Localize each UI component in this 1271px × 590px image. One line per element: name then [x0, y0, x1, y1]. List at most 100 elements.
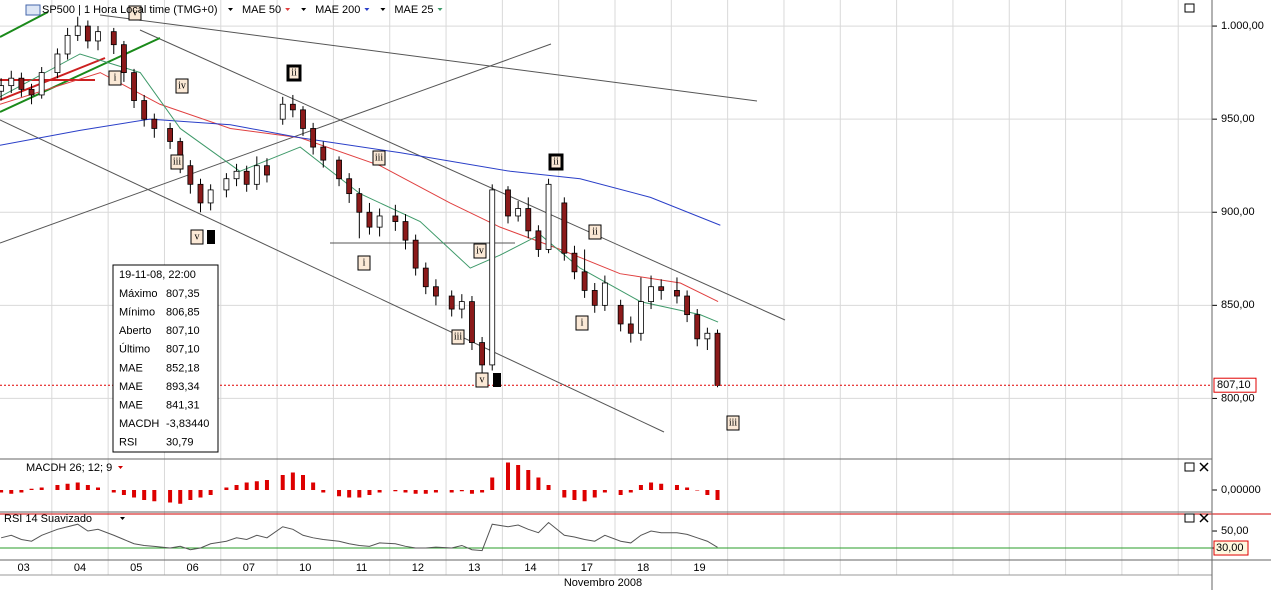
info-date: 19-11-08, 22:00: [119, 269, 196, 281]
wave-label-box: [170, 154, 184, 170]
candle-body: [714, 332, 721, 386]
wave-label: v: [195, 231, 200, 242]
legend-label: MAE 25: [394, 4, 433, 16]
indicator-arrow: [120, 517, 125, 520]
candle-body: [402, 221, 409, 241]
maximize-button[interactable]: [1184, 462, 1195, 472]
candle-body: [366, 211, 373, 228]
macd-bar: [582, 490, 587, 502]
macd-bar: [121, 490, 126, 495]
info-value: 852,18: [166, 362, 200, 374]
maximize-button[interactable]: [1184, 513, 1195, 523]
candle-body: [233, 170, 240, 180]
trend-line: [99, 14, 758, 102]
candle-body: [561, 202, 568, 254]
candle-body: [489, 189, 496, 366]
macd-bar: [132, 490, 137, 498]
info-value: 807,10: [166, 344, 200, 356]
candle-body: [95, 31, 101, 42]
macd-bar: [480, 490, 485, 493]
info-value: 807,10: [166, 325, 200, 337]
candle-body: [525, 208, 532, 232]
y-tick-label: 800,00: [1221, 392, 1255, 404]
moving-average-line: [0, 118, 721, 226]
y-tick-label: 950,00: [1221, 113, 1255, 125]
candle-body: [433, 286, 439, 297]
candle-body: [422, 267, 429, 288]
wave-label-box: [575, 315, 589, 331]
wave-label: i: [363, 257, 366, 268]
candle-body: [658, 286, 665, 291]
legend-label: MAE 200: [315, 4, 360, 16]
candle-body: [207, 189, 214, 204]
close-button[interactable]: [1199, 513, 1209, 523]
candle-body: [121, 44, 127, 74]
candle-body: [638, 301, 644, 334]
candle-body: [38, 72, 45, 96]
last-price-box: [1213, 377, 1257, 393]
x-tick-label: 05: [130, 562, 142, 574]
info-label: RSI: [119, 437, 137, 449]
candle-body: [243, 170, 250, 185]
macd-bar: [562, 490, 567, 498]
indicator-label: MACDH 26; 12; 9: [26, 462, 112, 474]
x-tick-label: 13: [468, 562, 480, 574]
macd-bar: [85, 485, 90, 490]
candle-body: [694, 314, 701, 340]
macd-bar: [290, 472, 295, 490]
moving-average-line: [0, 72, 719, 303]
macd-bar: [413, 490, 418, 494]
wave-label-box: [475, 372, 489, 388]
wave-label-box: [108, 70, 122, 86]
wave-label-box: [357, 255, 371, 271]
macd-bar: [526, 470, 531, 490]
close-button[interactable]: [1199, 462, 1209, 472]
candle-body: [648, 286, 654, 303]
rsi-line: [1, 521, 718, 552]
macd-bar: [572, 490, 577, 500]
candle-body: [279, 103, 286, 120]
candle-body: [300, 109, 306, 129]
plot: 1.000,00 950,00 900,00 850,00 800,00 03 04 05 06…: [0, 5, 1271, 589]
macd-bar: [377, 490, 382, 493]
macd-bar: [0, 490, 4, 493]
wave-label-box: [128, 5, 142, 21]
x-tick-label: 18: [637, 562, 649, 574]
trend-line: [0, 37, 161, 113]
candle-body: [253, 165, 260, 185]
info-value: 807,35: [166, 288, 200, 300]
legend: MAE 50 MAE 200 MAE 25: [228, 4, 443, 16]
legend-arrow: [301, 8, 307, 11]
candle-body: [684, 295, 691, 316]
macd-bar: [403, 490, 408, 493]
info-label: MACDH: [119, 418, 159, 430]
candle-body: [674, 290, 680, 297]
macd-bar: [469, 490, 474, 494]
candle-body: [84, 25, 91, 42]
maximize-button[interactable]: [1184, 3, 1195, 13]
macd-bar: [280, 475, 285, 490]
macd-bar: [208, 490, 213, 495]
x-tick-label: 10: [299, 562, 311, 574]
y-tick-label: 30,00: [1216, 542, 1244, 554]
y-tick-label: 0,00000: [1221, 484, 1261, 496]
macd-bar: [423, 490, 428, 494]
trend-line: [0, 119, 665, 433]
x-tick-label: 03: [18, 562, 30, 574]
macd-bar: [649, 482, 654, 490]
macd-bar: [638, 485, 643, 490]
candle-body: [458, 301, 465, 310]
macd-bar: [536, 477, 541, 490]
candle-body: [627, 323, 634, 334]
candle-body: [545, 183, 552, 250]
candle-body: [601, 282, 608, 306]
candle-body: [535, 230, 542, 250]
candle-body: [310, 128, 317, 148]
macd-bar: [168, 490, 173, 503]
candle-body: [571, 252, 578, 273]
macd-bar: [254, 481, 259, 490]
candle-body: [8, 77, 15, 87]
wave-label: iv: [178, 80, 186, 91]
macd-bar: [449, 490, 454, 493]
